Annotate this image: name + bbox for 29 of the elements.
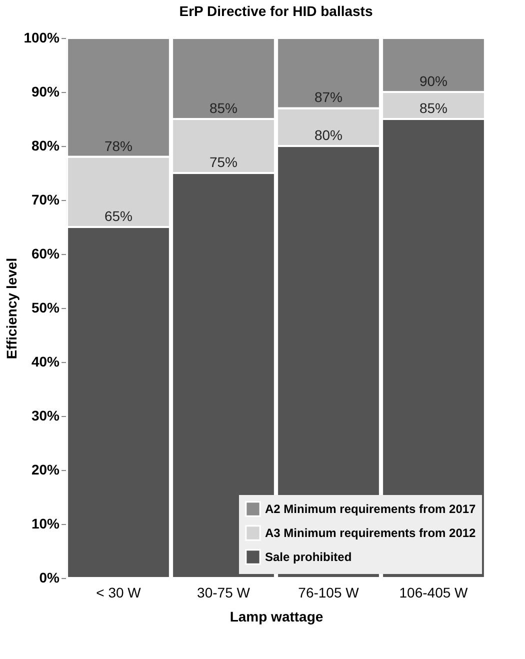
x-tick-label: 106-405 W <box>399 584 469 600</box>
y-tick-label: 60% <box>31 246 60 262</box>
y-tick-label: 20% <box>31 462 60 478</box>
x-axis-title: Lamp wattage <box>230 608 324 624</box>
y-axis-title: Efficiency level <box>4 258 20 360</box>
legend-label: Sale prohibited <box>265 550 352 564</box>
annotation: 85% <box>209 100 238 116</box>
x-tick-label: 30-75 W <box>197 584 251 600</box>
y-tick-label: 90% <box>31 84 60 100</box>
y-tick-label: 10% <box>31 516 60 532</box>
y-tick-label: 80% <box>31 138 60 154</box>
y-tick-label: 50% <box>31 300 60 316</box>
annotation: 90% <box>419 73 448 89</box>
y-tick-label: 30% <box>31 408 60 424</box>
legend-label: A3 Minimum requirements from 2012 <box>265 526 476 540</box>
annotation: 80% <box>314 127 343 143</box>
y-tick-label: 40% <box>31 354 60 370</box>
x-tick-label: < 30 W <box>96 584 142 600</box>
annotation: 78% <box>104 138 133 154</box>
y-tick-label: 100% <box>24 30 60 46</box>
x-tick-label: 76-105 W <box>298 584 360 600</box>
annotation: 87% <box>314 89 343 106</box>
annotation: 85% <box>419 100 448 116</box>
y-tick-label: 0% <box>39 570 60 586</box>
annotation: 65% <box>104 208 133 224</box>
annotation: 75% <box>209 154 238 170</box>
chart-title: ErP Directive for HID ballasts <box>179 3 373 19</box>
y-tick-label: 70% <box>31 192 60 208</box>
legend-label: A2 Minimum requirements from 2017 <box>265 502 476 516</box>
